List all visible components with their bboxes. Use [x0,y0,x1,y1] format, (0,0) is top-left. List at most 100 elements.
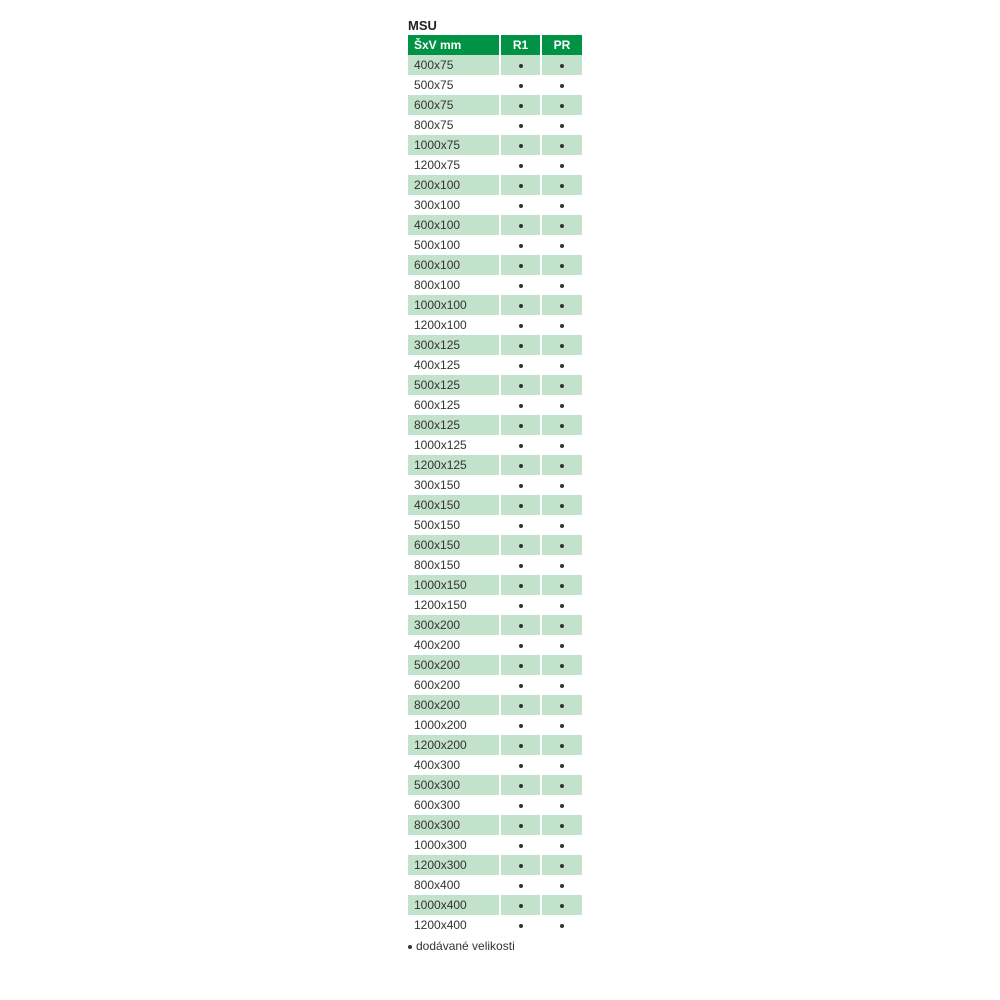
table-row: 500x200 [408,655,582,675]
dot-icon [560,224,564,228]
cell-r1 [500,375,541,395]
cell-r1 [500,635,541,655]
cell-r1 [500,75,541,95]
dot-icon [560,884,564,888]
dot-icon [519,244,523,248]
size-table: ŠxV mmR1PR 400x75500x75600x75800x751000x… [408,35,582,935]
dot-icon [560,864,564,868]
dot-icon [560,684,564,688]
table-row: 400x125 [408,355,582,375]
dot-icon [519,764,523,768]
dot-icon [560,144,564,148]
cell-size: 800x200 [408,695,500,715]
cell-size: 600x200 [408,675,500,695]
footnote-text: dodávané velikosti [416,939,515,953]
cell-pr [541,115,582,135]
dot-icon [560,584,564,588]
dot-icon [519,804,523,808]
dot-icon [560,424,564,428]
table-row: 1200x400 [408,915,582,935]
dot-icon [519,704,523,708]
cell-pr [541,415,582,435]
table-footnote: dodávané velikosti [408,939,582,953]
table-row: 500x75 [408,75,582,95]
cell-size: 400x75 [408,55,500,75]
cell-pr [541,895,582,915]
cell-pr [541,635,582,655]
cell-r1 [500,535,541,555]
cell-pr [541,615,582,635]
cell-size: 1200x125 [408,455,500,475]
table-row: 800x75 [408,115,582,135]
table-row: 800x100 [408,275,582,295]
table-row: 500x125 [408,375,582,395]
cell-pr [541,175,582,195]
dot-icon [560,164,564,168]
dot-icon [560,604,564,608]
cell-pr [541,375,582,395]
cell-r1 [500,715,541,735]
cell-pr [541,75,582,95]
cell-r1 [500,55,541,75]
cell-r1 [500,675,541,695]
dot-icon [519,144,523,148]
dot-icon [519,664,523,668]
dot-icon [560,764,564,768]
cell-size: 500x75 [408,75,500,95]
table-row: 200x100 [408,175,582,195]
dot-icon [519,164,523,168]
cell-r1 [500,115,541,135]
cell-size: 500x125 [408,375,500,395]
cell-pr [541,335,582,355]
dot-icon [560,524,564,528]
dot-icon [519,424,523,428]
cell-pr [541,235,582,255]
cell-r1 [500,155,541,175]
cell-size: 800x100 [408,275,500,295]
cell-pr [541,835,582,855]
table-row: 400x75 [408,55,582,75]
dot-icon [519,924,523,928]
cell-r1 [500,235,541,255]
dot-icon [519,184,523,188]
cell-size: 1000x100 [408,295,500,315]
cell-r1 [500,355,541,375]
cell-size: 1200x400 [408,915,500,935]
cell-pr [541,435,582,455]
cell-pr [541,195,582,215]
cell-r1 [500,755,541,775]
dot-icon [560,924,564,928]
dot-icon [560,444,564,448]
table-row: 800x125 [408,415,582,435]
dot-icon [560,464,564,468]
cell-r1 [500,175,541,195]
dot-icon [560,204,564,208]
cell-pr [541,715,582,735]
col-header-1: R1 [500,35,541,55]
cell-r1 [500,615,541,635]
table-row: 600x75 [408,95,582,115]
cell-r1 [500,415,541,435]
table-row: 1200x200 [408,735,582,755]
cell-r1 [500,135,541,155]
cell-r1 [500,775,541,795]
cell-pr [541,675,582,695]
cell-r1 [500,475,541,495]
cell-size: 800x300 [408,815,500,835]
cell-pr [541,815,582,835]
cell-r1 [500,875,541,895]
cell-size: 500x150 [408,515,500,535]
dot-icon [519,884,523,888]
table-row: 800x150 [408,555,582,575]
table-row: 1000x200 [408,715,582,735]
dot-icon [560,484,564,488]
dot-icon [519,584,523,588]
dot-icon [560,384,564,388]
cell-pr [541,915,582,935]
table-row: 1200x150 [408,595,582,615]
cell-size: 500x300 [408,775,500,795]
cell-r1 [500,555,541,575]
dot-icon [519,104,523,108]
cell-pr [541,795,582,815]
cell-pr [541,535,582,555]
